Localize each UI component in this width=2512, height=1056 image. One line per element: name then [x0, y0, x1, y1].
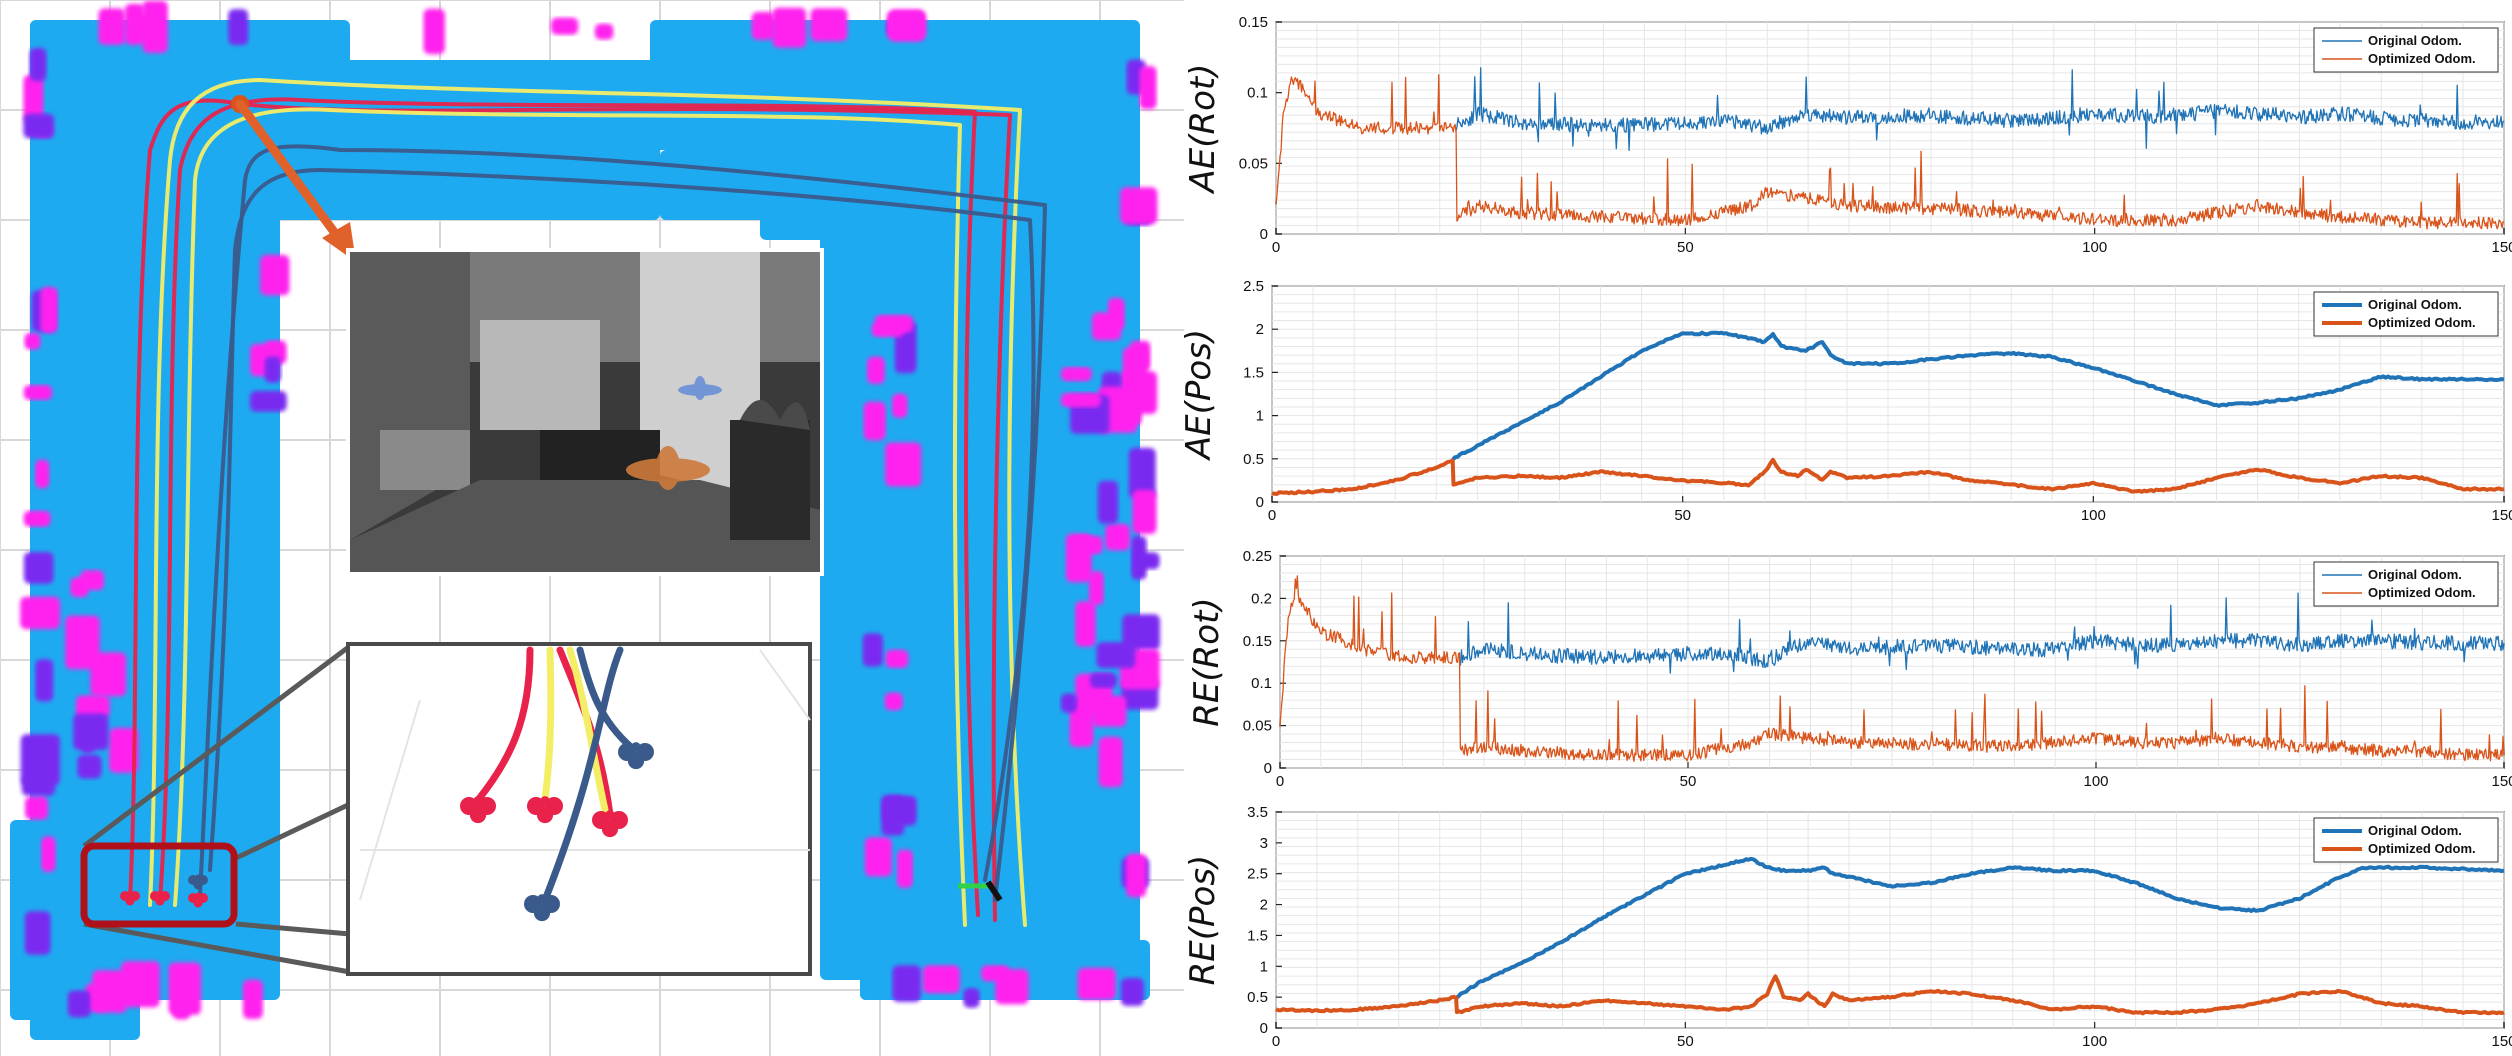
x-tick-label: 150: [2491, 773, 2512, 790]
y-tick-label: 0.25: [1243, 548, 1272, 565]
legend-label: Original Odom.: [2368, 567, 2462, 582]
trajectory-lines: [120, 78, 1047, 927]
x-tick-label: 50: [1674, 507, 1691, 524]
y-tick-label: 1: [1256, 408, 1264, 425]
x-tick-label: 50: [1677, 1033, 1694, 1050]
legend-label: Optimized Odom.: [2368, 585, 2476, 600]
y-tick-label: 0: [1260, 226, 1268, 243]
chart-legend: Original Odom. Optimized Odom.: [2313, 27, 2499, 73]
y-tick-label: 0.05: [1239, 155, 1268, 172]
chart-legend: Original Odom. Optimized Odom.: [2313, 561, 2499, 607]
series-line-original: [1455, 67, 2505, 152]
chart-legend: Original Odom. Optimized Odom.: [2313, 817, 2499, 863]
x-tick-label: 100: [2082, 1033, 2107, 1050]
legend-label: Optimized Odom.: [2368, 51, 2476, 66]
x-tick-label: 150: [2491, 1033, 2512, 1050]
y-tick-label: 2: [1260, 897, 1268, 914]
x-tick-label: 0: [1272, 1033, 1280, 1050]
y-tick-label: 0.2: [1251, 590, 1272, 607]
series-line-optimized: [1279, 575, 2505, 763]
y-axis-label: RE(Rot): [1187, 597, 1227, 726]
y-tick-label: 1.5: [1247, 927, 1268, 944]
y-tick-label: 0.5: [1243, 451, 1264, 468]
y-tick-label: 2.5: [1247, 866, 1268, 883]
obstacle-cells: [20, 0, 1160, 1020]
chart-re-rot: 0 50 100 150 0 0.05 0.1 0.15 0.2 0.25 RE(Rot) Origi…: [1187, 548, 2512, 790]
series-line-original: [1454, 856, 2505, 1000]
y-tick-label: 0.15: [1239, 14, 1268, 31]
x-tick-label: 100: [2081, 507, 2106, 524]
y-axis-label: AE(Pos): [1184, 329, 1219, 461]
legend-label: Optimized Odom.: [2368, 841, 2476, 856]
chart-re-pos: 0 50 100 150 0 0.5 1 1.5 2 2.5 3 3.5 RE(Pos) Original…: [1184, 804, 2512, 1050]
x-tick-label: 50: [1677, 239, 1694, 256]
y-tick-label: 0.15: [1243, 633, 1272, 650]
x-tick-label: 0: [1272, 239, 1280, 256]
series-line-original: [1459, 592, 2505, 674]
legend-label: Original Odom.: [2368, 297, 2462, 312]
y-tick-label: 0: [1260, 1020, 1268, 1037]
y-axis-label: AE(Rot): [1184, 63, 1223, 194]
y-tick-label: 0: [1264, 760, 1272, 777]
y-tick-label: 0.1: [1251, 675, 1272, 692]
y-tick-label: 3: [1260, 835, 1268, 852]
x-tick-label: 150: [2491, 507, 2512, 524]
x-tick-label: 100: [2082, 239, 2107, 256]
y-tick-label: 0.1: [1247, 85, 1268, 102]
series-line-optimized: [1271, 457, 2505, 496]
y-tick-label: 3.5: [1247, 804, 1268, 821]
chart-ae-pos: 0 50 100 150 0 0.5 1 1.5 2 2.5 AE(Pos) Original Odo…: [1184, 278, 2512, 524]
y-tick-label: 0.5: [1247, 989, 1268, 1006]
y-tick-label: 2.5: [1243, 278, 1264, 295]
occupancy-map: [0, 0, 1184, 1056]
y-tick-label: 0.05: [1243, 718, 1272, 735]
y-tick-label: 1: [1260, 958, 1268, 975]
legend-label: Original Odom.: [2368, 33, 2462, 48]
chart-legend: Original Odom. Optimized Odom.: [2313, 291, 2499, 337]
y-tick-label: 2: [1256, 321, 1264, 338]
series-line-optimized: [1275, 74, 2505, 230]
x-tick-label: 0: [1268, 507, 1276, 524]
legend-label: Original Odom.: [2368, 823, 2462, 838]
chart-ae-rot: 0 50 100 150 0 0.05 0.1 0.15 AE(Rot) Original Odo…: [1184, 14, 2512, 256]
y-tick-label: 1.5: [1243, 364, 1264, 381]
y-axis-label: RE(Pos): [1184, 855, 1223, 986]
zoom-region-box: [80, 842, 238, 928]
camera-snapshot-icon: [346, 248, 824, 576]
series-line-original: [1451, 330, 2505, 462]
trajectory-endpoints-icon: [346, 642, 812, 976]
zoom-connector-lines: [82, 644, 352, 975]
x-tick-label: 0: [1276, 773, 1284, 790]
x-tick-label: 50: [1680, 773, 1697, 790]
y-tick-label: 0: [1256, 494, 1264, 511]
x-tick-label: 150: [2491, 239, 2512, 256]
robot-marker-icon: [958, 880, 1003, 902]
series-line-optimized: [1275, 974, 2505, 1016]
legend-label: Optimized Odom.: [2368, 315, 2476, 330]
plot-grid: [1279, 555, 2505, 769]
x-tick-label: 100: [2083, 773, 2108, 790]
occupancy-map-panel: [0, 0, 1184, 1056]
plot-grid: [1275, 811, 2505, 1029]
